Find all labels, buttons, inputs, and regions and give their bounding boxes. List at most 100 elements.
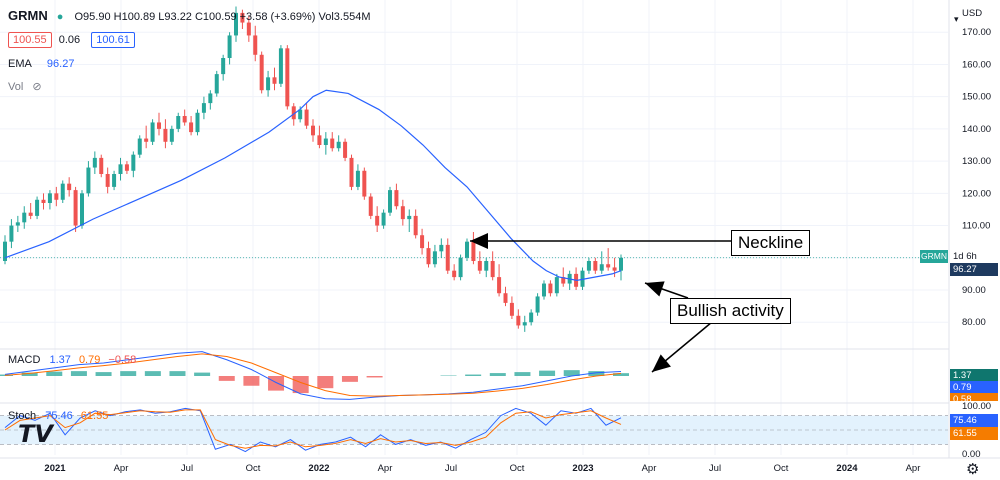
stoch-band — [0, 415, 948, 445]
macd-signal-tag: 0.79 — [950, 381, 998, 394]
candle-body — [311, 125, 315, 136]
candle-body — [503, 293, 508, 303]
candle-body — [330, 138, 335, 149]
candle-body — [182, 116, 187, 123]
candle-body — [28, 212, 33, 216]
bid-button[interactable]: 100.55 — [8, 32, 52, 48]
candle-body — [3, 241, 7, 261]
neckline-label: Neckline — [731, 230, 811, 256]
price-tick-label: 80.00 — [962, 317, 986, 328]
candle-body — [272, 77, 277, 84]
macd-histogram-number: 0.58 — [114, 354, 137, 366]
symbol-price-tag: GRMN — [920, 250, 948, 263]
candle-body — [336, 141, 341, 149]
visibility-hidden-icon[interactable]: ⊘ — [32, 81, 42, 93]
candle-body — [35, 199, 40, 216]
grid-lines — [0, 0, 949, 455]
candle-body — [343, 141, 348, 158]
candle-body — [586, 261, 591, 271]
candle-body — [362, 170, 367, 197]
time-tick-label: Apr — [642, 463, 657, 474]
macd-histogram-bar — [21, 372, 38, 376]
macd-value: 1.37 — [49, 354, 71, 366]
stoch-pane: 0.00 100.00 — [0, 401, 991, 460]
stoch-k-tag: 75.46 — [950, 414, 998, 427]
candle-body — [80, 193, 84, 226]
macd-histogram-value: −0.58 — [108, 354, 137, 366]
candle-body — [176, 116, 181, 129]
candle-body — [86, 167, 91, 194]
candle-body — [522, 322, 527, 326]
candle-body — [60, 183, 65, 200]
candle-body — [465, 241, 469, 258]
candle-body — [490, 261, 495, 278]
ema-price-tag: 96.27 — [950, 263, 998, 276]
macd-histogram-bar — [588, 371, 605, 376]
macd-histogram-bar — [218, 376, 235, 381]
macd-legend[interactable]: MACD 1.37 0.79 −0.58 — [8, 354, 136, 366]
candle-body — [452, 270, 457, 278]
candle-body — [266, 77, 271, 91]
stoch-tick-label: 100.00 — [962, 401, 991, 412]
candle-body — [54, 193, 59, 200]
volume-legend[interactable]: Vol ⊘ — [8, 80, 42, 93]
candle-body — [169, 128, 174, 142]
candle-body — [234, 12, 238, 36]
macd-histogram-bar — [243, 376, 260, 386]
macd-hist-tag: 0.58 — [950, 393, 998, 401]
tradingview-logo-icon: 𝙏𝙑 — [18, 421, 53, 448]
time-tick-label: Oct — [774, 463, 789, 474]
candle-body — [157, 122, 161, 129]
candle-body — [118, 164, 123, 174]
candle-body — [208, 93, 213, 104]
currency-dropdown-icon[interactable]: ▾ — [954, 14, 959, 24]
stoch-legend[interactable]: Stoch 75.46 61.55 — [8, 410, 108, 422]
currency-label[interactable]: USD — [962, 8, 983, 19]
candle-body — [73, 190, 78, 226]
candle-body — [112, 174, 117, 187]
candle-body — [548, 283, 553, 294]
candle-body — [445, 244, 450, 271]
candlestick-series — [3, 6, 623, 332]
candle-body — [214, 74, 219, 94]
candle-body — [458, 257, 463, 278]
time-tick-label: 2021 — [44, 463, 66, 474]
candle-body — [317, 135, 322, 145]
symbol-legend: GRMN ● O95.90 H100.89 L93.22 C100.59 +3.… — [8, 8, 371, 23]
settings-gear-icon[interactable]: ⚙ — [966, 461, 980, 478]
macd-histogram-bar — [70, 371, 87, 376]
macd-histogram-bar — [539, 370, 556, 376]
candle-body — [9, 225, 14, 242]
candle-body — [246, 22, 251, 36]
ema-legend[interactable]: EMA 96.27 — [8, 58, 74, 70]
time-tick-label: 2022 — [308, 463, 329, 474]
bullish-activity-label: Bullish activity — [670, 298, 791, 324]
candle-body — [323, 138, 328, 145]
candle-body — [285, 48, 290, 107]
time-axis[interactable]: 2021 Apr Jul Oct 2022 Apr Jul Oct 2023 Apr Jul Oct 2… — [0, 457, 1000, 474]
candle-body — [497, 277, 502, 294]
candle-body — [240, 12, 245, 23]
price-tick-label: 140.00 — [962, 124, 991, 135]
candle-body — [509, 302, 514, 316]
macd-histogram-bar — [366, 376, 383, 378]
time-tick-label: Oct — [246, 463, 261, 474]
candle-body — [477, 261, 482, 271]
candle-body — [278, 48, 283, 84]
symbol-name[interactable]: GRMN — [8, 8, 48, 23]
macd-line — [4, 351, 622, 400]
ohlc-values: O95.90 H100.89 L93.22 C100.59 +3.58 (+3.… — [74, 11, 371, 23]
candle-body — [561, 277, 566, 284]
market-status-icon: ● — [56, 11, 64, 23]
candle-body — [349, 157, 354, 187]
candle-body — [432, 251, 437, 265]
candle-body — [407, 215, 412, 220]
macd-histogram-bar — [144, 371, 161, 376]
candle-body — [41, 199, 46, 203]
spread-value: 0.06 — [58, 34, 81, 46]
time-tick-label: Apr — [378, 463, 393, 474]
candle-body — [291, 106, 296, 120]
candle-body — [542, 283, 546, 297]
ask-button[interactable]: 100.61 — [91, 32, 135, 48]
